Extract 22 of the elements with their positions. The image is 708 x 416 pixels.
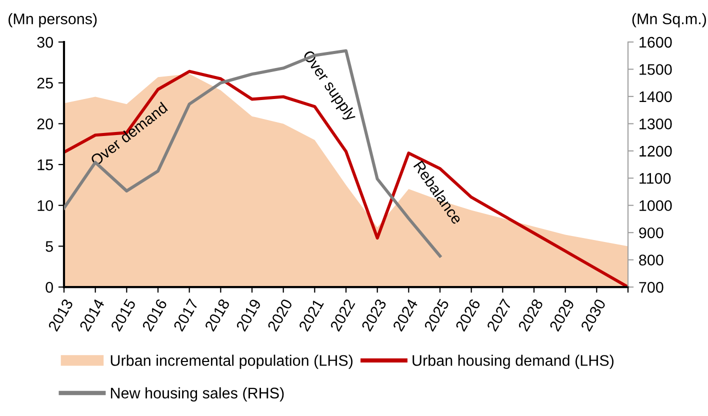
legend-label: New housing sales (RHS) — [110, 387, 284, 402]
y2-tick-label: 1300 — [640, 118, 672, 130]
y2-tick-label: 1600 — [640, 36, 672, 48]
legend-label: Urban incremental population (LHS) — [110, 354, 352, 369]
y2-tick-label: 1400 — [640, 91, 672, 102]
legend-label: Urban housing demand (LHS) — [412, 354, 614, 369]
y-tick-label: 20 — [37, 118, 53, 130]
y2-tick-label: 1200 — [640, 146, 672, 157]
y-tick-label: 0 — [46, 282, 53, 293]
y2-tick-label: 800 — [639, 254, 664, 266]
y2-tick-label: 1500 — [640, 64, 672, 75]
y2-tick-label: 700 — [639, 282, 664, 293]
y-tick-label: 25 — [37, 78, 53, 89]
y2-tick-label: 900 — [639, 227, 664, 238]
y2-axis-title: (Mn Sq.m.) — [632, 13, 706, 28]
y-tick-label: 15 — [38, 160, 53, 170]
y2-tick-label: 1100 — [640, 173, 671, 184]
y-tick-label: 5 — [46, 241, 53, 252]
y-tick-label: 10 — [38, 200, 53, 212]
y-tick-label: 30 — [37, 36, 53, 48]
y-axis-title: (Mn persons) — [8, 13, 97, 28]
y2-tick-label: 1000 — [640, 200, 672, 212]
